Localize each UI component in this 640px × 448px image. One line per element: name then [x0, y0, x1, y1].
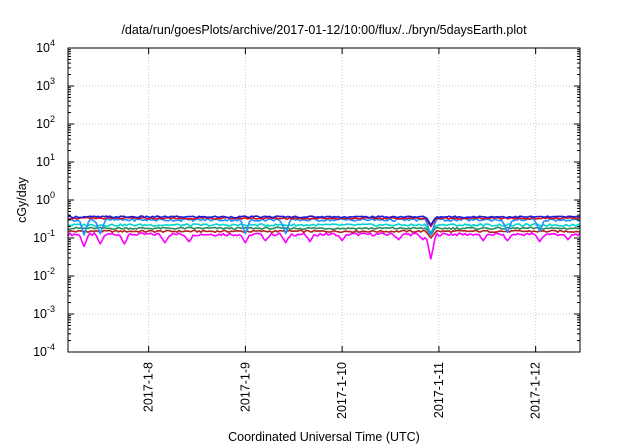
- series-line: [67, 223, 581, 234]
- y-tick-label: 104: [36, 38, 55, 55]
- y-tick-label: 10-1: [33, 228, 55, 245]
- x-tick-label: 2017-1-9: [238, 362, 252, 412]
- x-tick-label: 2017-1-12: [529, 362, 543, 419]
- series-line: [67, 229, 581, 239]
- x-axis-label: Coordinated Universal Time (UTC): [228, 430, 420, 444]
- series-line: [67, 226, 581, 236]
- y-tick-label: 10-4: [33, 342, 55, 359]
- series-line: [67, 215, 581, 226]
- series-line: [67, 216, 581, 228]
- y-axis-label: cGy/day: [15, 176, 29, 223]
- y-tick-labels: 104 103 102 101 100 10-1 10-2 10-3 10-4: [33, 38, 55, 359]
- y-tick-label: 10-3: [33, 304, 55, 321]
- y-tick-label: 10-2: [33, 266, 55, 283]
- series-line: [67, 232, 581, 260]
- series-group: [67, 215, 581, 260]
- series-line: [67, 217, 581, 236]
- x-tick-label: 2017-1-8: [142, 362, 156, 412]
- grid-lines: [68, 48, 580, 352]
- y-tick-label: 102: [36, 114, 55, 131]
- y-tick-label: 101: [36, 152, 55, 169]
- axis-ticks: [68, 47, 580, 353]
- y-tick-label: 103: [36, 76, 55, 93]
- x-tick-label: 2017-1-10: [335, 362, 349, 419]
- x-tick-labels: 2017-1-8 2017-1-9 2017-1-10 2017-1-11 2017-1…: [142, 362, 543, 419]
- y-tick-label: 100: [36, 190, 55, 207]
- x-tick-label: 2017-1-11: [432, 362, 446, 418]
- chart-title: /data/run/goesPlots/archive/2017-01-12/1…: [121, 23, 527, 37]
